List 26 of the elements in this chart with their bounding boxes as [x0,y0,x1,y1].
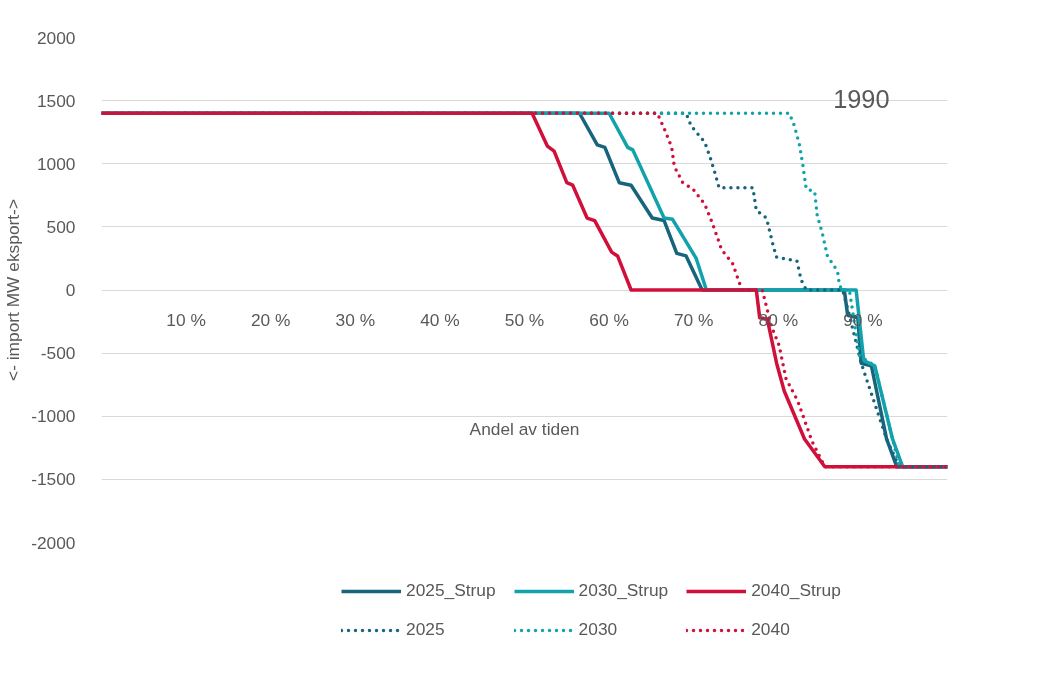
legend-label: 2040 [751,619,790,640]
legend-label: 2040_Strup [751,580,841,601]
x-axis-title: Andel av tiden [469,418,580,439]
y-tick-label: -1500 [31,469,76,490]
y-tick-label: -1000 [31,406,76,427]
legend-label: 2025 [406,619,445,640]
legend-label: 2030 [578,619,618,640]
x-tick-label: 70 % [673,310,714,330]
y-tick-label: 2000 [36,27,76,48]
x-tick-label: 90 % [843,310,883,330]
y-tick-label: -500 [40,343,76,364]
legend-label: 2030_Strup [578,580,669,601]
y-tick-label: 1500 [36,90,76,111]
legend-label: 2025_Strup [406,580,496,601]
y-tick-label: 0 [65,280,76,300]
text: 1990 [833,84,890,113]
x-tick-label: 40 % [420,310,460,330]
y-tick-label: 1000 [36,153,76,174]
x-tick-label: 60 % [589,310,629,330]
x-tick-label: 20 % [250,310,291,330]
x-tick-label: 30 % [335,310,376,330]
y-tick-label: 500 [46,216,76,237]
y-axis-title: <- import MW eksport-> [3,199,24,381]
x-tick-label: 10 % [166,310,206,330]
x-tick-label: 50 % [504,310,545,330]
y-tick-label: -2000 [31,532,76,553]
